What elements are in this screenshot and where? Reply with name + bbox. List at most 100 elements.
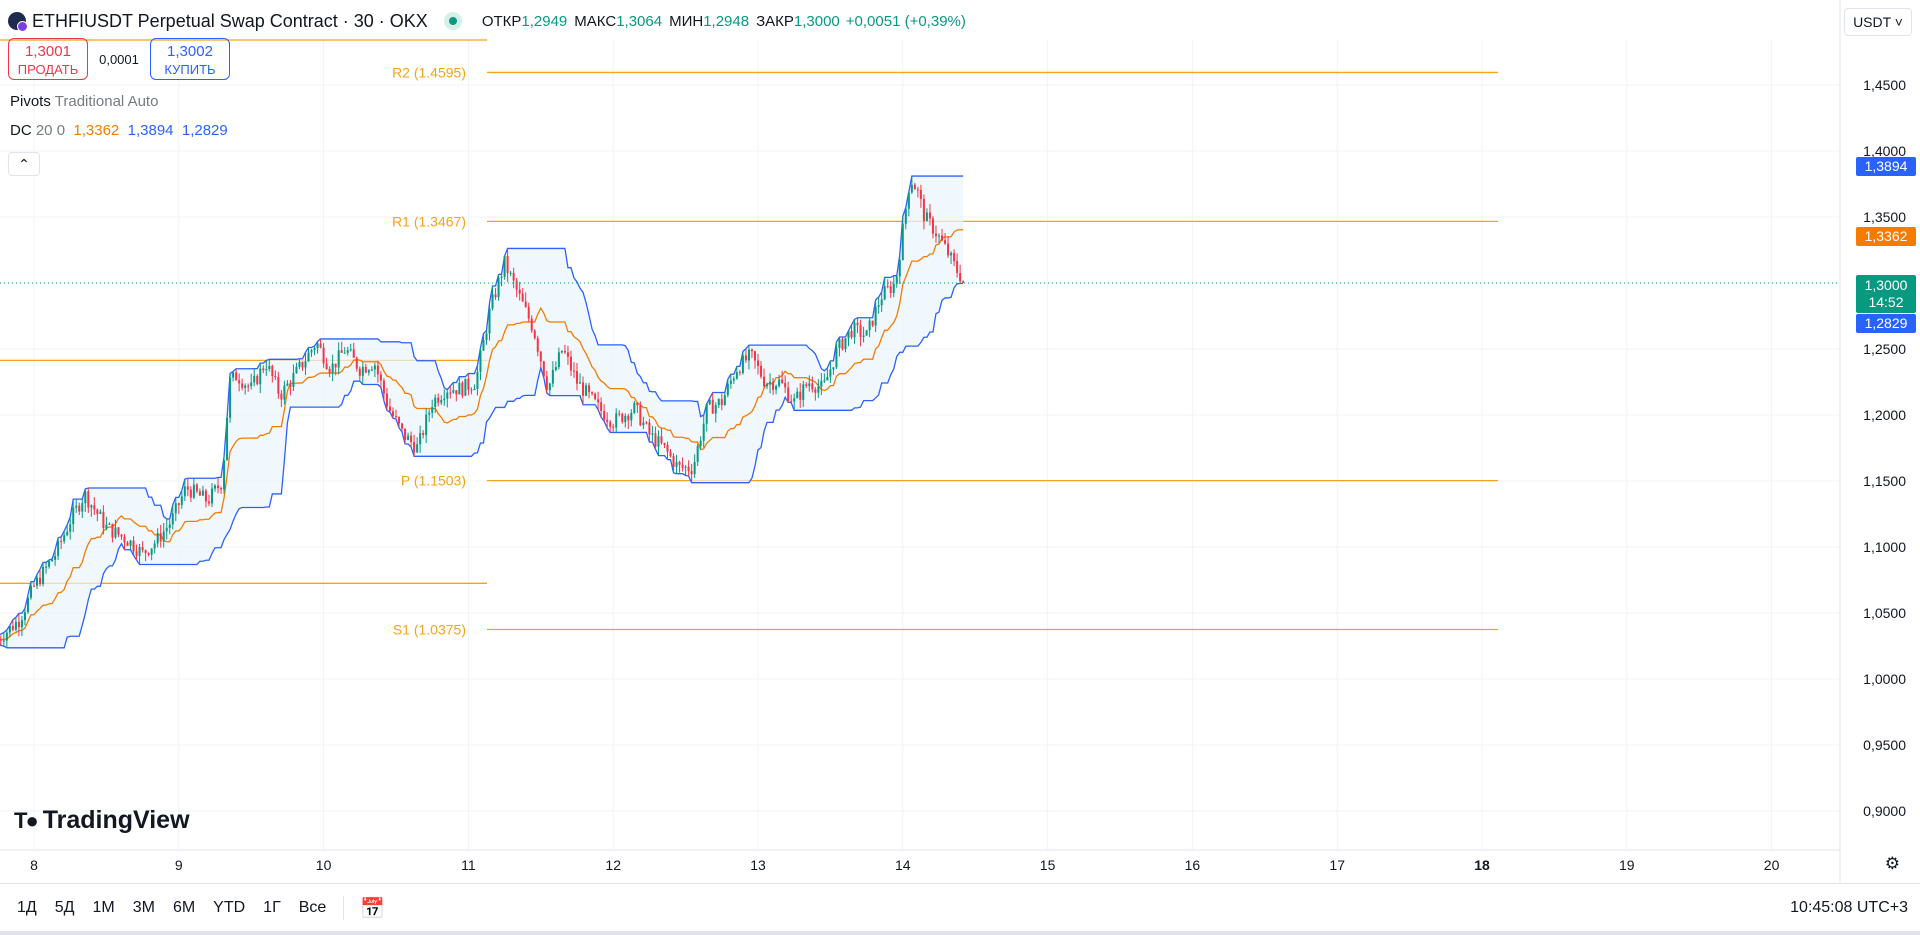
candle-body [572, 370, 575, 372]
candle-body [364, 366, 367, 373]
range-1d[interactable]: 1Д [17, 899, 37, 916]
candle-body [449, 392, 452, 394]
candle-body [953, 252, 956, 262]
candle-body [419, 432, 422, 445]
dc-lower-value: 1,2829 [181, 122, 228, 139]
candle-body [367, 370, 370, 373]
coin-icon [8, 12, 28, 32]
candle-body [214, 485, 216, 489]
candle-body [512, 272, 515, 281]
candle-body [850, 331, 853, 338]
date-tick-label: 15 [1040, 857, 1056, 873]
currency-unit-button[interactable]: USDT ˅ [1844, 8, 1912, 36]
candle-body [156, 533, 159, 544]
date-tick-label: 10 [316, 857, 332, 873]
range-5d[interactable]: 5Д [54, 899, 75, 916]
candle-body [482, 340, 485, 351]
trade-panel: 1,3001 ПРОДАТЬ 0,0001 1,3002 КУПИТЬ [8, 38, 230, 80]
candle-body [265, 368, 268, 371]
candle-body [624, 415, 627, 423]
candle-body [301, 361, 304, 368]
candle-body [20, 620, 23, 628]
symbol-title[interactable]: ETHFIUSDT Perpetual Swap Contract · 30 ·… [32, 10, 428, 31]
candle-body [820, 380, 823, 387]
candle-body [370, 369, 373, 371]
candle-body [11, 625, 14, 630]
candle-body [410, 435, 413, 442]
candle-body [352, 349, 355, 358]
candle-body [443, 398, 446, 401]
candle-body [39, 577, 42, 585]
candle-body [947, 243, 950, 256]
candle-body [639, 405, 642, 426]
close-label: ЗАКР [756, 12, 794, 30]
gear-icon[interactable]: ⚙ [1884, 854, 1900, 873]
buy-button[interactable]: 1,3002 КУПИТЬ [150, 38, 230, 80]
range-ytd[interactable]: YTD [213, 899, 246, 916]
date-tick-label: 16 [1185, 857, 1201, 873]
candle-body [663, 442, 666, 445]
sell-button[interactable]: 1,3001 ПРОДАТЬ [8, 38, 88, 80]
range-1y[interactable]: 1Г [263, 899, 281, 916]
candle-body [78, 505, 81, 512]
candle-body [787, 387, 790, 402]
candle-body [69, 524, 72, 532]
pivots-legend[interactable]: Pivots Traditional Auto [10, 93, 158, 110]
candle-body [838, 339, 841, 349]
candle-body [747, 349, 750, 361]
pivot-label: S1 (1.0375) [393, 622, 466, 638]
low-label: МИН [669, 12, 704, 30]
date-tick-label: 9 [175, 857, 183, 873]
candle-body [925, 212, 928, 222]
candle-body [892, 283, 895, 293]
candle-body [376, 365, 379, 375]
candle-body [901, 223, 904, 260]
candle-body [114, 527, 117, 538]
candle-body [811, 383, 814, 390]
pivot-label: R1 (1.3467) [392, 213, 466, 229]
candle-body [684, 466, 687, 468]
range-all[interactable]: Все [298, 899, 327, 916]
range-6m[interactable]: 6М [172, 899, 196, 916]
candle-body [388, 406, 391, 412]
candle-body [956, 261, 959, 274]
dc-legend[interactable]: DC 20 0 1,3362 1,3894 1,2829 [10, 122, 228, 139]
candle-body [14, 621, 17, 630]
currency-unit-label: USDT [1853, 14, 1891, 30]
candle-body [898, 259, 901, 277]
candle-body [545, 376, 548, 391]
candle-body [766, 384, 769, 387]
candle-body [941, 235, 944, 241]
price-tick-label: 1,1500 [1863, 473, 1906, 489]
range-3m[interactable]: 3М [132, 899, 155, 916]
chevron-up-icon[interactable]: ⌃ [8, 152, 40, 176]
candle-body [530, 318, 533, 331]
candle-body [159, 533, 162, 542]
range-1m[interactable]: 1М [92, 899, 115, 916]
calendar-icon[interactable]: 📅 [360, 897, 386, 920]
candle-body [168, 524, 171, 528]
candle-body [346, 350, 349, 353]
clock-readout[interactable]: 10:45:08 UTC+3 [1790, 899, 1908, 916]
candle-body [672, 455, 675, 467]
candle-body [938, 235, 940, 237]
candle-body [880, 299, 883, 306]
candle-body [322, 347, 325, 364]
candle-body [823, 380, 826, 382]
candle-body [757, 360, 759, 366]
candle-body [618, 413, 621, 415]
candle-body [307, 352, 310, 362]
dc-mid-line [0, 229, 964, 641]
candle-body [5, 632, 8, 641]
market-status-icon[interactable] [443, 12, 462, 30]
candle-body [259, 368, 262, 385]
tradingview-logo[interactable]: T● TradingView [14, 806, 190, 835]
candle-body [126, 542, 129, 546]
candle-body [358, 368, 361, 376]
candle-body [585, 385, 588, 396]
buy-label: КУПИТЬ [164, 62, 216, 77]
candle-body [2, 640, 5, 642]
candle-body [23, 612, 26, 621]
